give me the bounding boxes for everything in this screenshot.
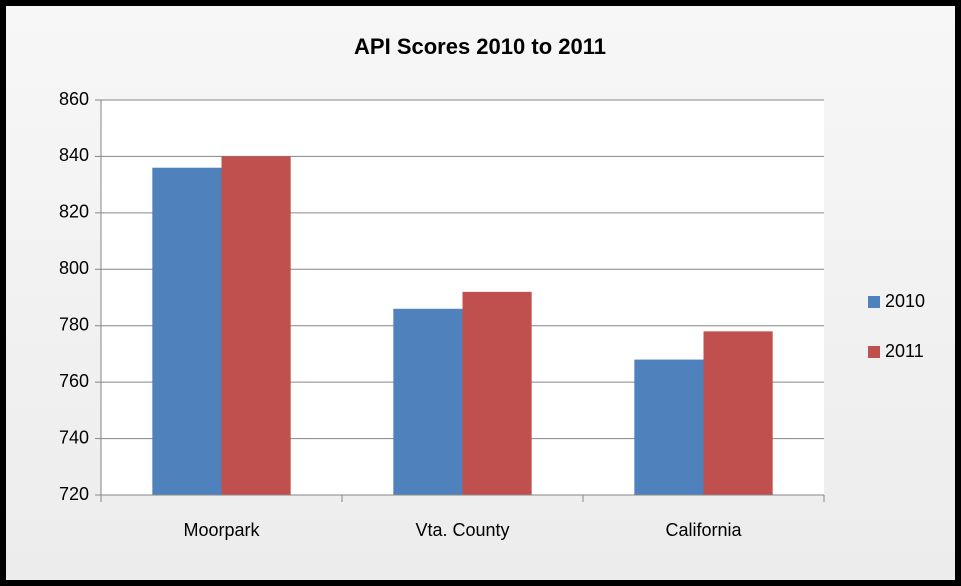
bar	[703, 331, 773, 495]
bar	[152, 167, 222, 495]
legend-swatch	[868, 296, 880, 308]
legend-label: 2010	[885, 291, 925, 311]
y-tick-label: 840	[59, 145, 89, 165]
bar	[393, 308, 463, 495]
y-tick-label: 760	[59, 371, 89, 391]
y-tick-label: 860	[59, 89, 89, 109]
y-tick-label: 780	[59, 314, 89, 334]
y-tick-label: 720	[59, 484, 89, 504]
legend-swatch	[868, 346, 880, 358]
x-tick-label: California	[665, 520, 742, 540]
y-tick-label: 820	[59, 202, 89, 222]
bar	[462, 291, 532, 495]
bar	[221, 156, 291, 495]
x-tick-label: Moorpark	[183, 520, 260, 540]
chart-title: API Scores 2010 to 2011	[354, 34, 606, 59]
legend-label: 2011	[885, 341, 924, 361]
bar	[634, 359, 704, 495]
x-tick-label: Vta. County	[415, 520, 509, 540]
y-tick-label: 800	[59, 258, 89, 278]
y-tick-label: 740	[59, 427, 89, 447]
